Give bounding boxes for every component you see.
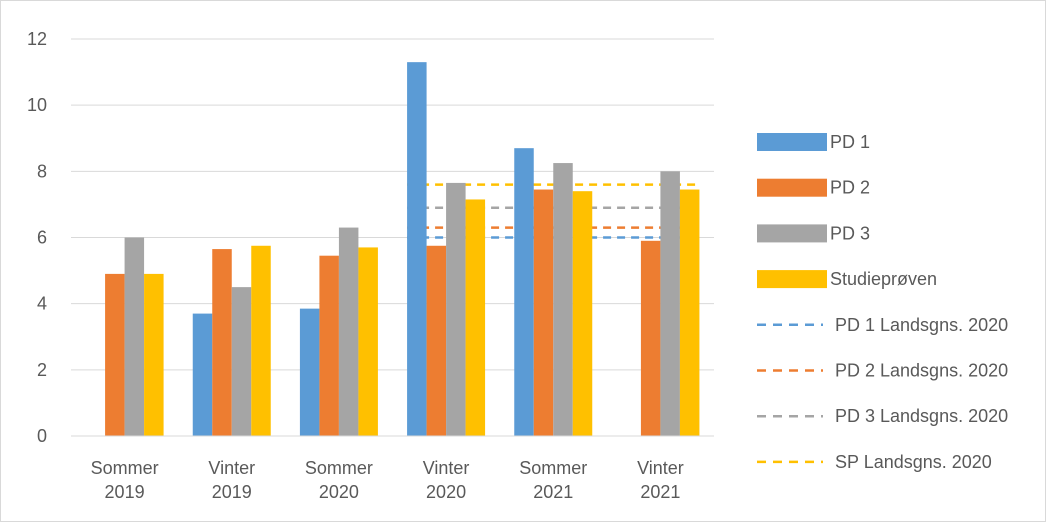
bar <box>572 191 593 436</box>
y-tick-label: 0 <box>37 426 47 446</box>
legend-label: PD 1 Landsgns. 2020 <box>835 315 1008 335</box>
legend-label: PD 2 Landsgns. 2020 <box>835 361 1008 381</box>
x-tick-label: Vinter 2019 <box>208 458 255 502</box>
bar <box>679 189 700 436</box>
y-tick-label: 4 <box>37 294 47 314</box>
legend-swatch <box>757 270 827 289</box>
bar <box>251 245 271 436</box>
bar <box>212 249 232 436</box>
legend-label: SP Landsgns. 2020 <box>835 452 992 472</box>
bar <box>514 148 534 437</box>
bar <box>640 240 661 436</box>
legend: PD 1 PD 2 PD 3 Studieprøven PD 1 Landsgns. 2… <box>757 132 1008 472</box>
legend-label: PD 1 <box>830 132 870 152</box>
bar <box>338 227 359 436</box>
bar <box>105 273 125 436</box>
bar <box>192 313 213 436</box>
bar <box>231 287 252 436</box>
bar <box>660 171 680 437</box>
bar <box>124 237 145 436</box>
x-tick-label: Vinter 2021 <box>637 458 684 502</box>
bar <box>319 255 339 436</box>
legend-label: PD 3 Landsgns. 2020 <box>835 406 1008 426</box>
y-tick-label: 10 <box>27 95 47 115</box>
x-tick-label: Sommer 2021 <box>519 458 587 502</box>
bar <box>299 308 320 436</box>
x-tick-label: Sommer 2020 <box>305 458 373 502</box>
bars <box>105 62 700 437</box>
legend-swatch <box>757 224 827 243</box>
bar <box>553 163 573 436</box>
legend-swatch <box>757 133 827 151</box>
gridlines <box>71 38 714 371</box>
y-tick-label: 6 <box>37 228 47 248</box>
bar <box>144 273 164 436</box>
y-tick-label: 8 <box>37 161 47 181</box>
legend-label: PD 3 <box>830 223 870 243</box>
bar <box>446 182 466 436</box>
legend-swatch <box>757 178 827 197</box>
legend-label: PD 2 <box>830 178 870 198</box>
bar <box>426 245 447 436</box>
axes: 0 2 4 6 8 10 12 Sommer 2019 Vinter 2019 Sommer 2020 V… <box>27 29 714 502</box>
x-tick-label: Vinter 2020 <box>423 458 470 502</box>
bar <box>407 62 427 437</box>
x-tick-label: Sommer 2019 <box>91 458 159 502</box>
legend-label: Studieprøven <box>830 269 937 289</box>
bar <box>465 199 486 436</box>
bar <box>533 189 554 436</box>
y-tick-label: 12 <box>27 29 47 49</box>
y-tick-label: 2 <box>37 360 47 380</box>
bar <box>358 247 378 436</box>
